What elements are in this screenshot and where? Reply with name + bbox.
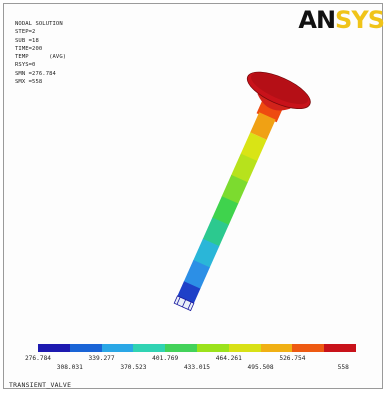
graphics-window: NODAL SOLUTION STEP=2 SUB =18 TIME=200 T…	[3, 3, 383, 389]
legend-swatch	[133, 344, 166, 352]
stem-contour-band	[231, 153, 258, 183]
solution-info: NODAL SOLUTION STEP=2 SUB =18 TIME=200 T…	[15, 20, 66, 86]
stem-contour-band	[202, 217, 229, 247]
legend-swatch	[69, 344, 102, 352]
legend-tick: 276.784	[24, 355, 52, 362]
legend-swatch	[260, 344, 293, 352]
info-line: SUB =18	[15, 37, 39, 44]
valve-stem	[183, 132, 267, 290]
stem-contour-band	[240, 132, 267, 162]
legend-swatch	[292, 344, 325, 352]
legend-tick: 308.031	[56, 364, 83, 371]
info-line: NODAL SOLUTION	[15, 21, 63, 27]
valve-band	[250, 112, 276, 140]
info-line: SMX =558	[15, 79, 43, 86]
legend-swatch	[38, 344, 70, 352]
info-line: STEP=2	[15, 29, 36, 36]
stem-contour-band	[221, 174, 248, 204]
legend-tick: 339.277	[88, 355, 115, 362]
legend-swatch	[196, 344, 229, 352]
legend-tick: 433.015	[183, 364, 211, 371]
stem-contour-band	[183, 260, 210, 290]
legend-swatch	[165, 344, 197, 352]
legend-swatch	[228, 344, 261, 352]
info-line: RSYS=0	[15, 62, 36, 69]
valve-head-top	[251, 72, 309, 105]
legend-tick: 558	[337, 364, 349, 371]
info-line: TIME=200	[15, 45, 43, 52]
stem-contour-band	[193, 238, 220, 268]
legend-tick: 370.523	[120, 364, 147, 371]
legend-tick: 526.754	[279, 355, 306, 362]
valve-tip	[173, 281, 201, 312]
stem-contour-band	[212, 196, 239, 226]
legend-swatch	[324, 344, 356, 352]
legend-tick: 495.508	[247, 364, 274, 371]
legend-tick: 464.261	[215, 355, 242, 362]
legend-swatch	[101, 344, 134, 352]
window-caption: TRANSIENT_VALVE	[9, 381, 72, 389]
contour-legend: 276.784 339.277 401.769 464.261 526.754 …	[25, 344, 356, 376]
ansys-logo: ANSYS	[298, 6, 385, 34]
legend-tick: 401.769	[152, 355, 179, 362]
info-line: SMN =276.784	[15, 70, 56, 77]
legend-color-bar	[38, 344, 356, 352]
info-line: TEMP (AVG)	[15, 54, 67, 61]
